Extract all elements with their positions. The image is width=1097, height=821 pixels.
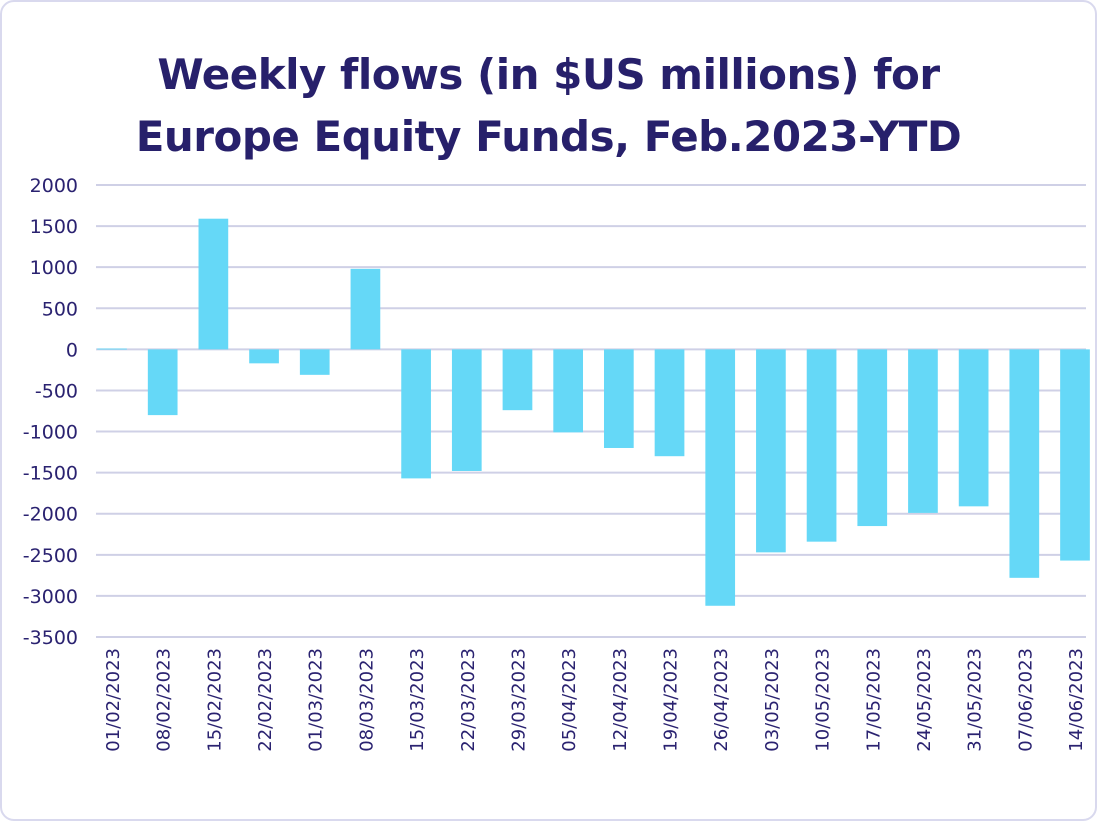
- x-tick-label: 01/02/2023: [103, 648, 124, 752]
- bar: [1060, 349, 1090, 561]
- bar: [451, 349, 482, 471]
- y-tick-label: 0: [66, 339, 78, 361]
- x-tick-label: 29/03/2023: [508, 648, 529, 752]
- bar: [299, 349, 330, 375]
- y-tick-label: 1500: [30, 216, 78, 238]
- chart-title: Weekly flows (in $US millions) for Europ…: [0, 44, 1097, 168]
- x-tick-label: 14/06/2023: [1066, 648, 1087, 752]
- x-tick-label: 17/05/2023: [863, 648, 884, 752]
- bar: [806, 349, 837, 542]
- x-tick-label: 15/03/2023: [407, 648, 428, 752]
- x-tick-label: 03/05/2023: [762, 648, 783, 752]
- bar: [553, 349, 584, 433]
- y-tick-label: -1000: [23, 422, 78, 444]
- x-tick-label: 22/03/2023: [458, 648, 479, 752]
- bar: [857, 349, 888, 527]
- bar: [958, 349, 989, 507]
- bar: [502, 349, 533, 411]
- y-tick-label: 1000: [30, 257, 78, 279]
- bar: [198, 218, 229, 350]
- y-tick-label: -500: [35, 380, 78, 402]
- y-tick-label: -1500: [23, 463, 78, 485]
- bar: [603, 349, 634, 448]
- bar: [401, 349, 431, 479]
- y-tick-label: 2000: [30, 175, 78, 197]
- x-tick-label: 22/02/2023: [255, 648, 276, 752]
- bar: [908, 349, 938, 513]
- bar: [147, 349, 178, 416]
- bar: [97, 348, 127, 350]
- x-tick-label: 26/04/2023: [711, 648, 732, 752]
- y-tick-label: -2000: [23, 504, 78, 526]
- bar: [705, 349, 736, 606]
- x-tick-label: 01/03/2023: [306, 648, 327, 752]
- bar: [350, 268, 381, 350]
- bars: [97, 218, 1090, 606]
- x-tick-label: 15/02/2023: [204, 648, 225, 752]
- bar: [1009, 349, 1040, 578]
- x-tick-label: 24/05/2023: [914, 648, 935, 752]
- bar: [654, 349, 685, 457]
- y-tick-label: -3000: [23, 586, 78, 608]
- bar: [756, 349, 786, 553]
- x-tick-label: 05/04/2023: [559, 648, 580, 752]
- y-tick-label: 500: [42, 298, 78, 320]
- y-tick-label: -3500: [23, 627, 78, 649]
- y-tick-label: -2500: [23, 545, 78, 567]
- x-tick-label: 08/03/2023: [356, 648, 377, 752]
- x-tick-label: 31/05/2023: [965, 648, 986, 752]
- x-tick-label: 07/06/2023: [1015, 648, 1036, 752]
- y-axis-ticks: 2000 1500 1000 500 0 -500 -1000 -1500 -2000 -2500…: [23, 175, 78, 649]
- chart-title-line-1: Weekly flows (in $US millions) for: [157, 50, 940, 99]
- bar: [249, 349, 279, 364]
- x-tick-label: 19/04/2023: [661, 648, 682, 752]
- x-tick-label: 12/04/2023: [610, 648, 631, 752]
- x-tick-label: 10/05/2023: [813, 648, 834, 752]
- x-tick-label: 08/02/2023: [154, 648, 175, 752]
- chart-title-line-2: Europe Equity Funds, Feb.2023-YTD: [135, 112, 962, 161]
- x-axis-ticks: 01/02/2023 08/02/2023 15/02/2023 22/02/2023…: [103, 648, 1087, 752]
